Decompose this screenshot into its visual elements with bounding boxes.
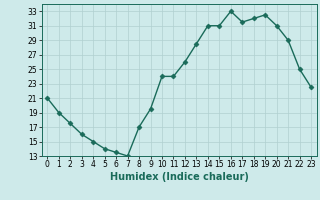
X-axis label: Humidex (Indice chaleur): Humidex (Indice chaleur) [110,172,249,182]
